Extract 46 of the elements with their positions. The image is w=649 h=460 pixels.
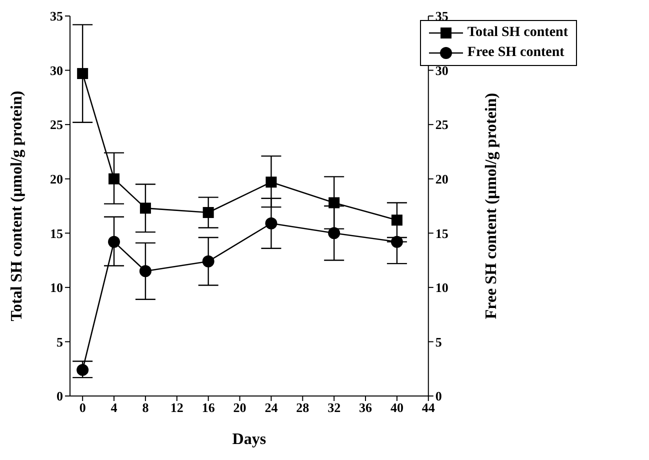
point: [328, 227, 340, 240]
point: [266, 176, 277, 188]
y-tick-label: 30: [50, 62, 63, 78]
x-tick-label: 4: [110, 400, 118, 416]
legend-label: Free SH content: [467, 44, 564, 62]
y-tick-label: 15: [50, 226, 64, 241]
point: [265, 217, 278, 230]
y-tick-label: 20: [50, 171, 63, 186]
x-tick-label: 40: [390, 400, 404, 416]
point: [202, 255, 214, 268]
y2-tick-label: 5: [435, 334, 442, 350]
x-tick-label: 44: [422, 400, 436, 416]
legend-label: Total SH content: [467, 24, 568, 42]
x-tick-label: 32: [328, 400, 341, 416]
x-tick-label: 0: [79, 400, 86, 416]
point: [140, 202, 151, 214]
point: [77, 68, 88, 80]
x-axis-title: Days: [232, 431, 266, 448]
y2-tick-label: 10: [435, 280, 448, 296]
y-axis-title: Total SH content (μmol/g protein): [8, 90, 26, 322]
y2-tick-label: 20: [435, 171, 448, 186]
x-tick-label: 36: [359, 400, 373, 416]
point: [76, 364, 89, 376]
y2-tick-label: 30: [435, 62, 448, 78]
y-tick-label: 5: [56, 334, 64, 350]
y-tick-label: 10: [50, 280, 63, 296]
point: [108, 173, 120, 184]
point: [391, 214, 402, 226]
point: [390, 236, 403, 248]
point: [139, 265, 152, 278]
y-tick-label: 35: [50, 8, 64, 24]
x-tick-label: 12: [170, 400, 184, 416]
y2-tick-label: 15: [435, 226, 449, 241]
y2-tick-label: 25: [435, 117, 449, 132]
x-tick-label: 20: [233, 400, 246, 416]
y2-tick-label: 0: [435, 388, 442, 404]
x-tick-label: 28: [296, 400, 310, 416]
y-tick-label: 0: [56, 388, 63, 404]
y2-axis-title: Free SH content (μmol/g protein): [483, 92, 500, 320]
point: [328, 197, 340, 208]
x-tick-label: 24: [264, 400, 278, 416]
x-tick-label: 8: [142, 400, 150, 416]
point: [108, 236, 120, 248]
y-tick-label: 25: [50, 117, 64, 132]
point: [202, 207, 214, 218]
x-tick-label: 16: [202, 400, 216, 416]
